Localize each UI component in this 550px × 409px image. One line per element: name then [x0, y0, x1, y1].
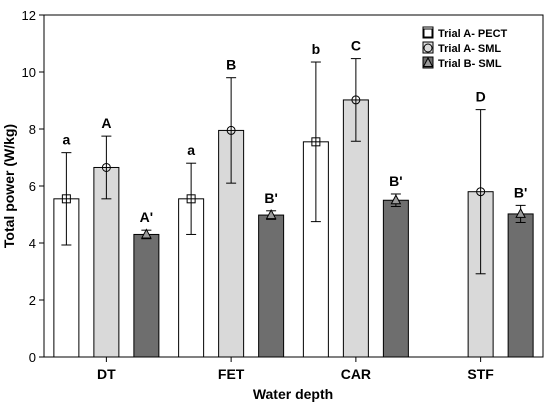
bars-layer: a A A' a B B' b C B' D B': [53, 38, 534, 358]
legend: Trial A- PECT Trial A- SML Trial B- SML: [422, 26, 508, 70]
y-axis: 0 2 4 6 8 10 12: [22, 8, 44, 365]
y-tick-label: 10: [22, 65, 36, 80]
y-tick-label: 2: [29, 293, 36, 308]
legend-label: Trial A- SML: [438, 43, 501, 55]
y-tick-label: 4: [29, 236, 36, 251]
bar: [133, 233, 160, 358]
data-label: B': [514, 184, 527, 200]
x-axis-title: Water depth: [253, 386, 333, 402]
triangle-marker: [422, 56, 434, 67]
data-label: C: [351, 38, 361, 54]
bar: [218, 129, 245, 358]
square-marker: [61, 194, 71, 204]
square-marker: [423, 28, 433, 38]
y-tick-label: 0: [29, 350, 36, 365]
circle-marker: [476, 187, 486, 197]
category-label: FET: [218, 366, 245, 382]
y-tick-label: 8: [29, 122, 36, 137]
bar: [302, 141, 329, 358]
legend-label: Trial B- SML: [438, 58, 502, 70]
circle-marker: [423, 43, 433, 53]
bar: [382, 199, 409, 358]
category-label: STF: [467, 366, 494, 382]
circle-marker: [101, 162, 111, 172]
y-tick-label: 6: [29, 179, 36, 194]
bar: [507, 213, 534, 358]
triangle-marker: [265, 209, 277, 220]
triangle-marker: [390, 194, 402, 205]
data-label: B': [389, 173, 402, 189]
y-tick-label: 12: [22, 8, 36, 23]
data-label: b: [312, 41, 321, 57]
x-axis: DT FET CAR STF: [97, 357, 494, 382]
circle-marker: [351, 95, 361, 105]
data-label: a: [62, 132, 70, 148]
legend-swatch: [422, 26, 434, 39]
square-marker: [311, 137, 321, 147]
data-label: A: [101, 115, 111, 131]
data-label: B': [264, 190, 277, 206]
data-label: D: [476, 89, 486, 105]
category-label: CAR: [341, 366, 371, 382]
category-label: DT: [97, 366, 116, 382]
square-marker: [186, 194, 196, 204]
triangle-marker: [515, 207, 526, 218]
data-label: a: [187, 142, 195, 158]
data-label: B: [226, 57, 236, 73]
data-label: A': [140, 209, 153, 225]
bar: [258, 214, 285, 358]
circle-marker: [226, 125, 236, 135]
y-axis-title: Total power (W/kg): [1, 124, 17, 248]
bar: [467, 191, 494, 358]
bar: [342, 99, 369, 358]
triangle-marker: [141, 228, 152, 239]
legend-label: Trial A- PECT: [438, 28, 508, 40]
legend-swatch: [422, 41, 434, 54]
